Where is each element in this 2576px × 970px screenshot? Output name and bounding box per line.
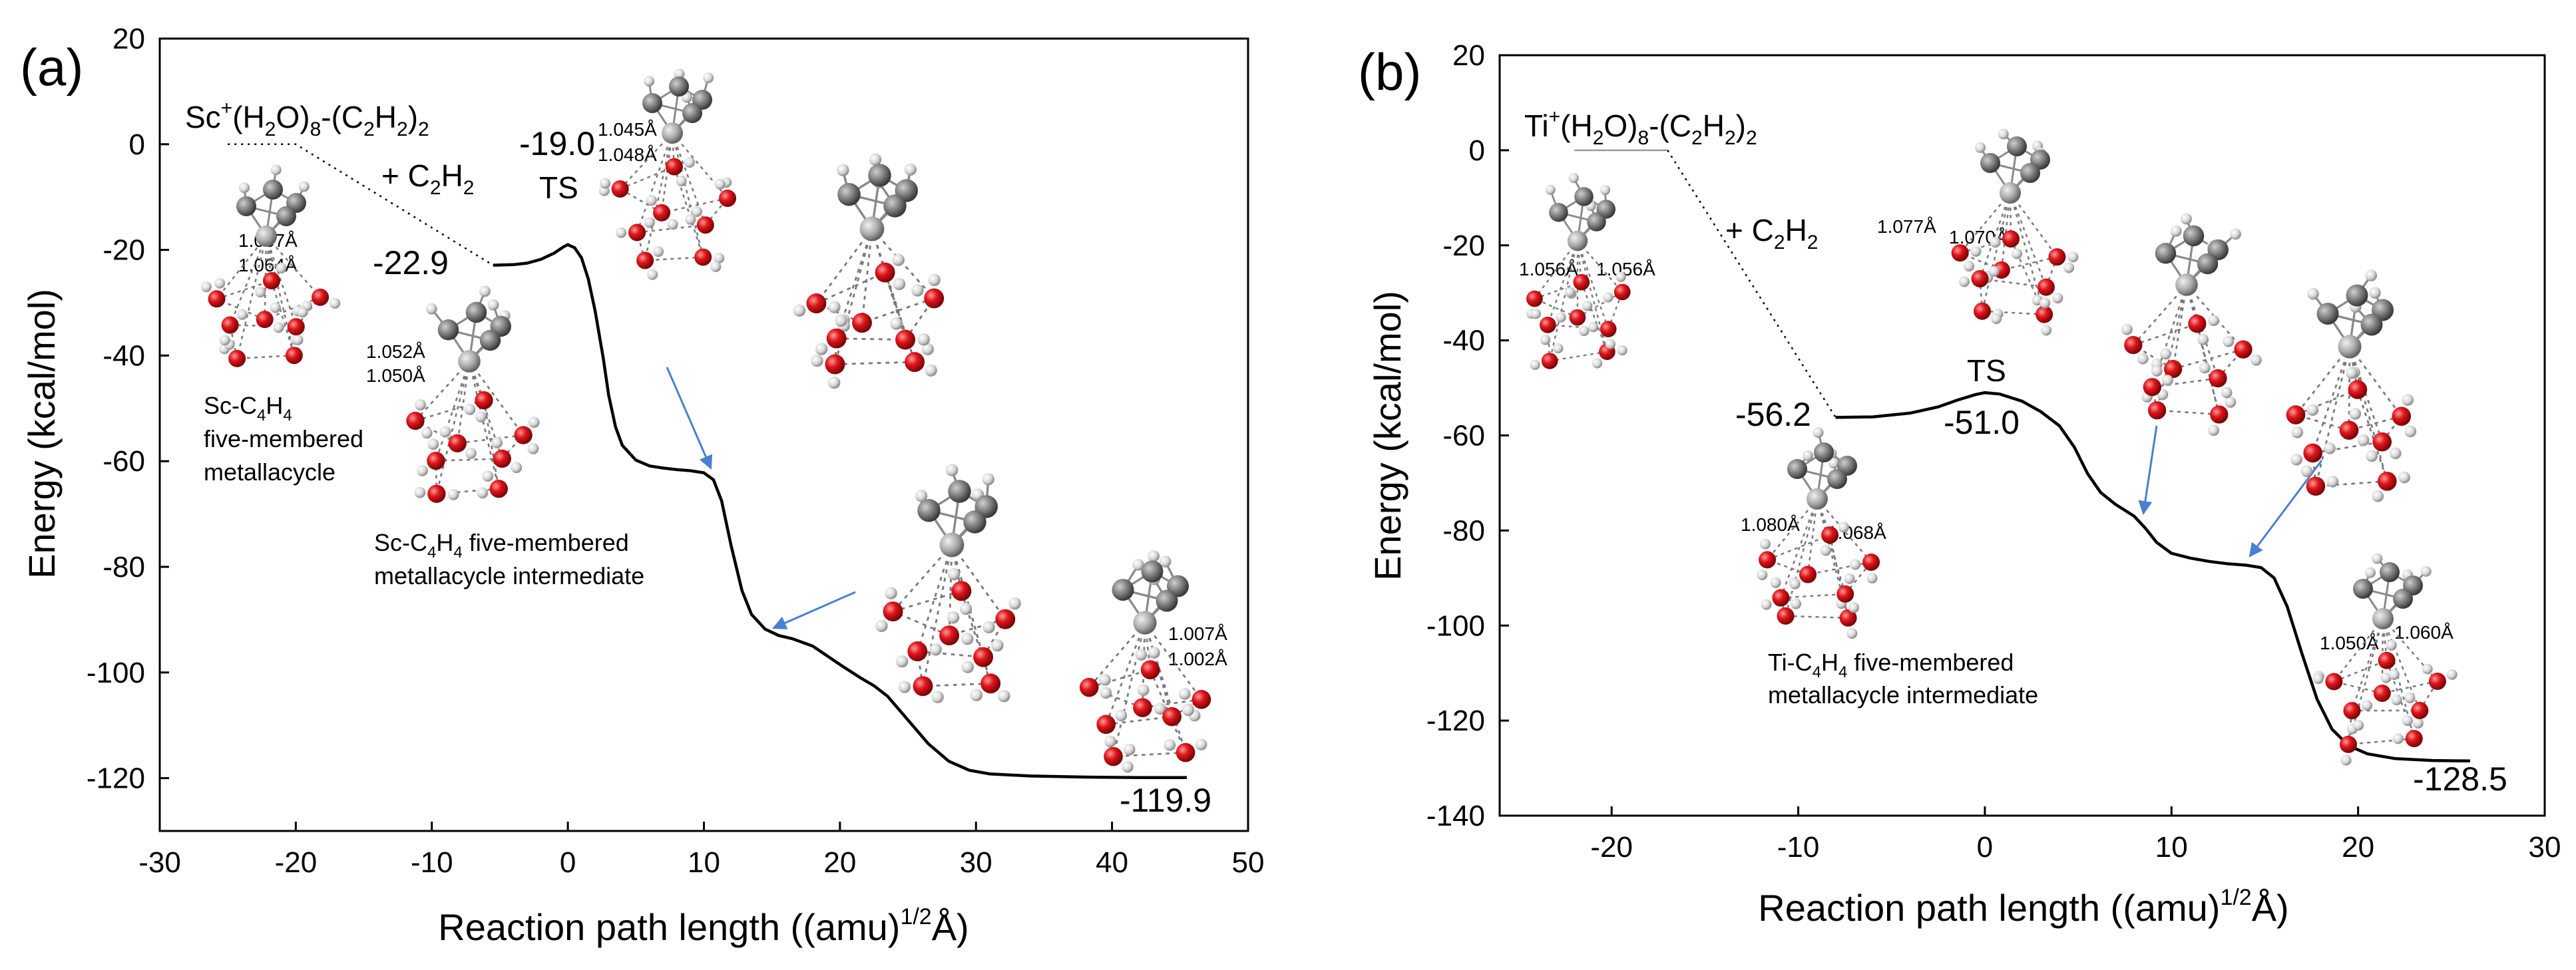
y-tick-label: 0 (129, 128, 145, 161)
energy-label-reactant-b: -56.2 (1735, 396, 1811, 433)
arrow-intermediate-2-a (772, 591, 856, 630)
y-tick-label: -80 (103, 551, 145, 583)
reactant-formula-b: Ti+(H2O)8-(C2H2)2 (1524, 106, 1757, 149)
x-tick-label: 20 (823, 846, 856, 879)
arrow-intermediate-1-a (666, 367, 713, 470)
y-tick-label: -80 (1442, 514, 1485, 547)
ticks-b (1500, 54, 2546, 817)
reactant-connector-a (228, 143, 494, 266)
x-axis-label-b: Reaction path length ((amu)1/2Å) (1758, 885, 2288, 929)
x-tick-label: 0 (560, 846, 576, 879)
x-axis-label-a: Reaction path length ((amu)1/2Å) (438, 904, 968, 948)
cluster-a-product (1079, 550, 1211, 773)
y-tick-label: -120 (87, 762, 145, 795)
cluster-b-int2 (2286, 269, 2417, 502)
intermediate-label-b-line1: Ti-C4H4 five-membered (1768, 649, 2014, 681)
y-tick-label: -60 (1442, 420, 1485, 452)
bond-length-b7: 1.050Å (2320, 633, 2379, 653)
y-tick-label: -20 (103, 234, 145, 267)
x-tick-label: -30 (138, 846, 181, 879)
molecule-label-a-line3: metallacycle (204, 458, 335, 486)
cluster-b-intermediate (1757, 427, 1880, 639)
energy-label-ts-b: -51.0 (1944, 404, 2020, 441)
cluster-b-product (2312, 553, 2458, 766)
energy-label-product-a: -119.9 (1120, 782, 1211, 819)
bond-length-a3: 1.045Å (598, 119, 657, 140)
y-tick-label: -40 (103, 339, 145, 372)
bond-length-b3: 1.077Å (1877, 216, 1936, 237)
cluster-b-int1 (2121, 213, 2262, 436)
y-tick-label: -120 (1426, 705, 1485, 737)
panel-label-a: (a) (20, 38, 83, 96)
intermediate-label-b-line2: metallacycle intermediate (1768, 681, 2038, 709)
bond-length-a8: 1.002Å (1168, 649, 1227, 669)
cluster-a-reactant (200, 164, 341, 367)
cluster-a-ts (598, 69, 737, 280)
energy-label-ts-a: -19.0 (519, 125, 595, 162)
bond-length-a6: 1.050Å (366, 365, 425, 386)
y-tick-label: -20 (1442, 230, 1485, 262)
plus-acetylene-b: + C2H2 (1725, 213, 1818, 253)
x-tick-label: -20 (275, 846, 318, 879)
tick-labels-a: -30 -20 -10 0 10 20 30 40 50200-20-40-60-80-100-… (87, 23, 1265, 879)
y-tick-label: -40 (1442, 325, 1485, 357)
y-tick-label: 20 (112, 23, 145, 55)
x-tick-label: 0 (1977, 831, 1993, 864)
cluster-b-ts (1951, 128, 2079, 336)
x-tick-label: 50 (1232, 846, 1265, 879)
x-tick-label: 10 (2155, 831, 2188, 864)
intermediate-label-a-line2: metallacycle intermediate (374, 562, 644, 589)
bond-length-b5: 1.080Å (1741, 514, 1800, 535)
y-tick-label: -100 (87, 657, 145, 689)
energy-label-product-b: -128.5 (2413, 760, 2507, 798)
energy-label-reactant-a: -22.9 (373, 244, 449, 281)
x-tick-label: -20 (1590, 831, 1633, 864)
arrow-intermediate-1-b (2138, 425, 2158, 516)
y-tick-label: 20 (1452, 39, 1485, 72)
y-axis-label-b: Energy (kcal/mol) (1367, 291, 1408, 581)
series-line-b (1835, 391, 2470, 763)
panel-b: (b) -20 -10 0 10 20 30200-20-40-60-80-100-120… (1358, 39, 2561, 929)
molecule-label-a-line2: five-membered (204, 425, 363, 452)
x-tick-label: 10 (688, 846, 720, 879)
bond-length-a2: 1.064Å (238, 255, 298, 275)
plus-acetylene-a: + C2H2 (381, 158, 474, 199)
bond-length-a7: 1.007Å (1168, 623, 1227, 644)
bond-length-a5: 1.052Å (366, 341, 425, 362)
cluster-a-int1 (793, 153, 945, 389)
x-tick-label: -10 (411, 846, 453, 879)
y-axis-label-a: Energy (kcal/mol) (21, 289, 63, 579)
bond-length-b8: 1.060Å (2394, 622, 2454, 643)
bond-length-a4: 1.048Å (598, 144, 657, 165)
cluster-a-int2 (875, 464, 1021, 703)
x-tick-label: 40 (1096, 846, 1128, 879)
x-tick-label: 30 (2529, 831, 2561, 864)
ticks-a (158, 37, 1249, 831)
ts-label-a: TS (539, 170, 578, 205)
x-tick-label: 30 (960, 846, 992, 879)
x-tick-label: 20 (2342, 831, 2374, 864)
molecule-illustrations (200, 69, 2458, 773)
reactant-connector-b (1667, 150, 1836, 418)
y-tick-label: 0 (1469, 134, 1485, 167)
reactant-formula-a: Sc+(H2O)8-(C2H2)2 (185, 97, 429, 140)
cluster-b-reactant (1526, 173, 1631, 370)
intermediate-label-a-line1: Sc-C4H4 five-membered (374, 529, 629, 562)
panel-label-b: (b) (1358, 43, 1421, 101)
x-tick-label: -10 (1777, 831, 1820, 864)
y-tick-label: -60 (103, 445, 145, 478)
ts-label-b: TS (1967, 353, 2006, 388)
y-tick-label: -140 (1426, 800, 1485, 832)
series-line-a (493, 243, 1187, 780)
y-tick-label: -100 (1426, 609, 1485, 642)
arrow-intermediate-2-b (2249, 460, 2323, 558)
molecule-label-a-line1: Sc-C4H4 (204, 392, 292, 424)
panel-a: (a) -30 -20 -10 0 10 20 30 40 50200-20-40-60-80-… (20, 23, 1264, 948)
cluster-a-metallacycle (406, 285, 540, 503)
